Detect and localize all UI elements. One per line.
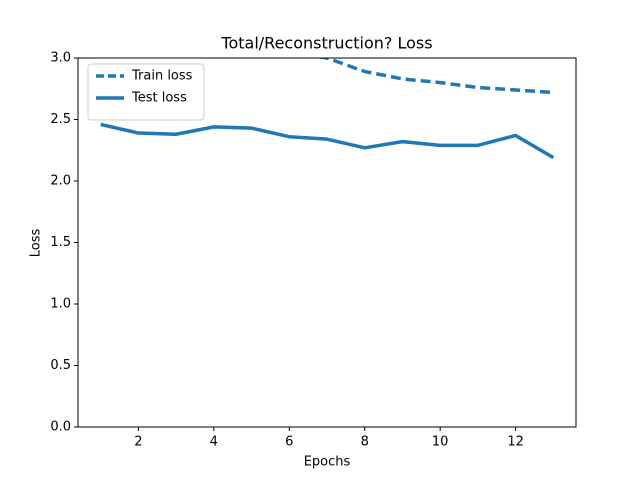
y-tick-label: 0.5 [50,358,71,373]
x-tick-label: 4 [210,435,218,450]
x-tick-label: 6 [285,435,293,450]
chart-title: Total/Reconstruction? Loss [220,34,432,53]
series-line [100,122,555,160]
y-tick-label: 1.0 [50,297,71,312]
y-tick-label: 2.5 [50,112,71,127]
legend-box [87,63,205,121]
series-line [316,58,554,95]
legend-label: Test loss [131,91,187,106]
y-tick-label: 3.0 [50,51,71,66]
x-tick-label: 12 [507,435,524,450]
y-tick-label: 1.5 [50,235,71,250]
plot-area [100,58,555,160]
x-axis-label: Epochs [304,455,351,470]
x-tick-label: 10 [432,435,449,450]
y-tick-label: 0.0 [50,420,71,435]
y-axis-label: Loss [29,229,44,258]
x-tick-label: 8 [361,435,369,450]
y-tick-label: 2.0 [50,174,71,189]
x-tick-label: 2 [134,435,142,450]
legend-label: Train loss [131,69,193,84]
